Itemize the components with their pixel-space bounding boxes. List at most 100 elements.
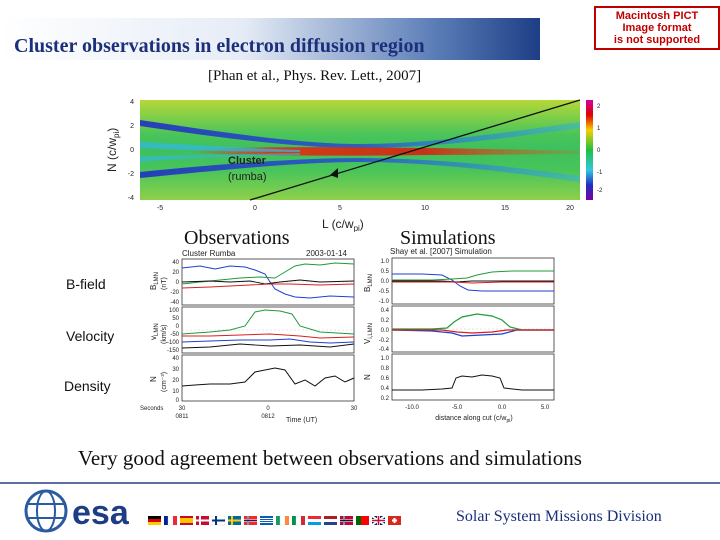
colormap-xtick: 20: [566, 205, 574, 212]
observations-label: Observations: [184, 227, 290, 249]
colormap-ylabel: N (c/wpi): [105, 128, 121, 172]
title-banner: [0, 18, 540, 60]
inflow-band-upper: [140, 142, 300, 152]
obs-vn-trace: [181, 338, 355, 344]
colormap-xtick: 5: [338, 205, 342, 212]
obs-n-tick: 40: [172, 356, 179, 362]
obs-n-tick: 30: [172, 367, 179, 373]
flag-icon: [180, 516, 193, 525]
obs-n-yunit: (cm⁻³): [161, 372, 168, 392]
colorbar-tick: -1: [597, 170, 603, 176]
obs-n-tick: 0: [176, 398, 180, 404]
obs-xtick-hour: 0811: [176, 414, 190, 420]
obs-density-trace: [181, 367, 355, 387]
colormap-ytick: -2: [128, 171, 134, 178]
bfield-label: B-field: [66, 276, 106, 292]
citation: [Phan et al., Phys. Rev. Lett., 2007]: [208, 68, 422, 84]
obs-xtick: 0: [266, 406, 270, 412]
rumba-annotation: (rumba): [228, 171, 267, 183]
colormap-ytick: 4: [130, 99, 134, 106]
obs-v-tick: -50: [170, 332, 179, 338]
sim-n-tick: 0.4: [381, 386, 390, 392]
sim-b-tick: 0.5: [381, 269, 390, 275]
obs-b-tick: 0: [176, 280, 180, 286]
sim-v-tick: -0.2: [379, 338, 390, 344]
colormap-xtick: 0: [253, 205, 257, 212]
colormap-ytick: -4: [128, 195, 134, 202]
colorbar-tick: 0: [597, 148, 601, 154]
colormap-xtick: 10: [421, 205, 429, 212]
obs-v-tick: 50: [172, 316, 179, 322]
flag-icon: [228, 516, 241, 525]
sim-n-ylabel: N: [363, 374, 372, 380]
obs-bm-trace: [181, 262, 355, 285]
flag-icon: [356, 516, 369, 525]
flag-icon: [324, 516, 337, 525]
sim-density-trace: [392, 374, 554, 391]
member-flags: [148, 516, 401, 526]
colormap-xlabel: L (c/wpi): [322, 217, 364, 232]
sim-density-frame: [391, 353, 555, 401]
colormap-xtick: 15: [501, 205, 509, 212]
sim-bm-trace: [392, 270, 554, 281]
obs-v-yunit: (km/s): [161, 325, 168, 344]
obs-b-tick: 40: [172, 260, 179, 266]
velocity-label: Velocity: [66, 328, 115, 344]
sim-vn-trace: [392, 329, 554, 334]
obs-vl-trace: [181, 309, 355, 335]
obs-v-tick: 100: [169, 308, 180, 314]
sim-b-ylabel: BLMN: [363, 274, 374, 292]
sim-xlabel: distance along cut (c/wpi): [435, 415, 512, 424]
colorbar-tick: -2: [597, 188, 603, 194]
colormap-xtick: -5: [157, 205, 163, 212]
globe-icon: [24, 489, 68, 533]
esa-logo: esa: [24, 489, 130, 533]
flag-icon: [148, 516, 161, 525]
obs-b-ylabel: BLMN: [149, 272, 160, 290]
sim-v-tick: 0.0: [381, 328, 390, 334]
colormap-ytick: 2: [130, 123, 134, 130]
flag-icon: [211, 516, 226, 526]
flag-icon: [164, 516, 177, 526]
obs-header-left: Cluster Rumba: [182, 249, 236, 258]
obs-v-tick: -150: [167, 348, 180, 354]
footer-divider: [0, 482, 720, 484]
flag-icon: [340, 516, 353, 525]
sim-xtick: 5.0: [541, 405, 550, 411]
notice-line-1: Macintosh PICT: [615, 10, 699, 22]
sim-v-ylabel: Vi,LMN: [363, 323, 374, 344]
obs-n-tick: 20: [172, 378, 179, 384]
obs-b-tick: -20: [170, 290, 179, 296]
obs-v-ylabel: vLMN: [149, 323, 160, 340]
sim-b-tick: -0.5: [379, 289, 390, 295]
sim-b-tick: 1.0: [381, 259, 390, 265]
obs-b-tick: 20: [172, 270, 179, 276]
inflow-band-lower: [140, 153, 300, 162]
upper-separatrix: [140, 120, 580, 148]
obs-v-tick: 0: [176, 324, 180, 330]
sim-xtick: -5.0: [452, 405, 463, 411]
obs-xlabel: Time (UT): [286, 417, 317, 424]
sim-n-tick: 1.0: [381, 356, 390, 362]
obs-header-right: 2003-01-14: [306, 249, 347, 258]
obs-xtick: 30: [179, 406, 186, 412]
obs-xtick: Seconds: [140, 406, 163, 412]
obs-b-yunit: (nT): [161, 277, 168, 290]
sim-b-tick: 0.0: [381, 279, 390, 285]
notice-line-2: Image format: [622, 22, 692, 34]
flag-icon: [308, 516, 321, 525]
flag-icon: [371, 516, 386, 526]
simulation-cuts: Shay et al. [2007] Simulation 1.0 0.5 0.…: [363, 247, 555, 424]
slide-title: Cluster observations in electron diffusi…: [14, 35, 425, 57]
colorbar: [586, 100, 593, 200]
lower-separatrix: [140, 158, 580, 182]
sim-v-tick: 0.2: [381, 318, 390, 324]
colorbar-tick: 1: [597, 126, 601, 132]
colorbar-tick: 2: [597, 104, 601, 110]
obs-density-frame: [181, 354, 355, 402]
flag-icon: [276, 516, 289, 526]
density-label: Density: [64, 378, 111, 394]
sim-xtick: -10.0: [405, 405, 419, 411]
esa-logo-text: esa: [72, 494, 130, 532]
cluster-annotation: Cluster: [228, 155, 267, 167]
